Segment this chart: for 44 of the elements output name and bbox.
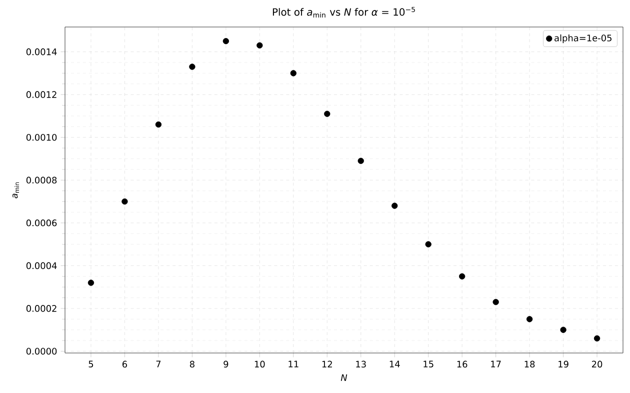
x-tick-label: 12	[322, 360, 332, 368]
x-tick-label: 6	[122, 360, 128, 368]
point	[392, 202, 398, 209]
x-tick-label: 9	[224, 360, 228, 368]
y-tick-label: 0.0012	[26, 91, 56, 98]
point	[594, 335, 600, 342]
point	[526, 316, 533, 322]
point	[425, 241, 432, 248]
point	[155, 121, 162, 128]
point	[222, 38, 230, 44]
x-tick-label: 19	[558, 360, 568, 368]
y-axis-title: a$_{min}$	[12, 182, 20, 198]
point	[560, 326, 566, 333]
legend-label: alpha=1e-05	[554, 34, 612, 44]
x-tick-label: 18	[524, 360, 535, 368]
x-tick-label: 10	[254, 360, 265, 368]
y-tick-label: 0.0008	[26, 176, 57, 184]
x-tick-label: 14	[390, 360, 400, 368]
y-tick-label: 0.0010	[26, 134, 57, 141]
point	[88, 280, 94, 286]
x-tick-label: 15	[424, 360, 434, 368]
y-tick-label: 0.0006	[26, 220, 57, 226]
y-tick-label: 0.0002	[26, 305, 56, 312]
point	[492, 298, 499, 306]
point	[256, 42, 263, 48]
point	[324, 110, 330, 117]
point	[122, 198, 128, 205]
point	[458, 273, 466, 280]
x-tick-label: 20	[592, 360, 602, 368]
x-tick-label: 8	[190, 360, 194, 368]
point	[358, 158, 364, 164]
x-tick-label: 13	[356, 360, 366, 368]
x-tick-label: 7	[156, 360, 161, 368]
point	[189, 64, 196, 70]
y-tick-label: 0.0004	[26, 262, 57, 270]
x-tick-label: 11	[288, 360, 298, 368]
y-tick-label: 0.0000	[26, 348, 57, 355]
x-tick-label: 17	[491, 360, 501, 368]
x-tick-label: 5	[88, 360, 94, 368]
chart-title: Plot of a$_{min}$ vs N for α = 10$^{−5}$	[272, 6, 415, 18]
x-axis-title: N	[340, 374, 348, 381]
point	[290, 70, 296, 76]
y-tick-label: 0.0014	[26, 48, 57, 56]
x-tick-label: 16	[457, 360, 468, 368]
